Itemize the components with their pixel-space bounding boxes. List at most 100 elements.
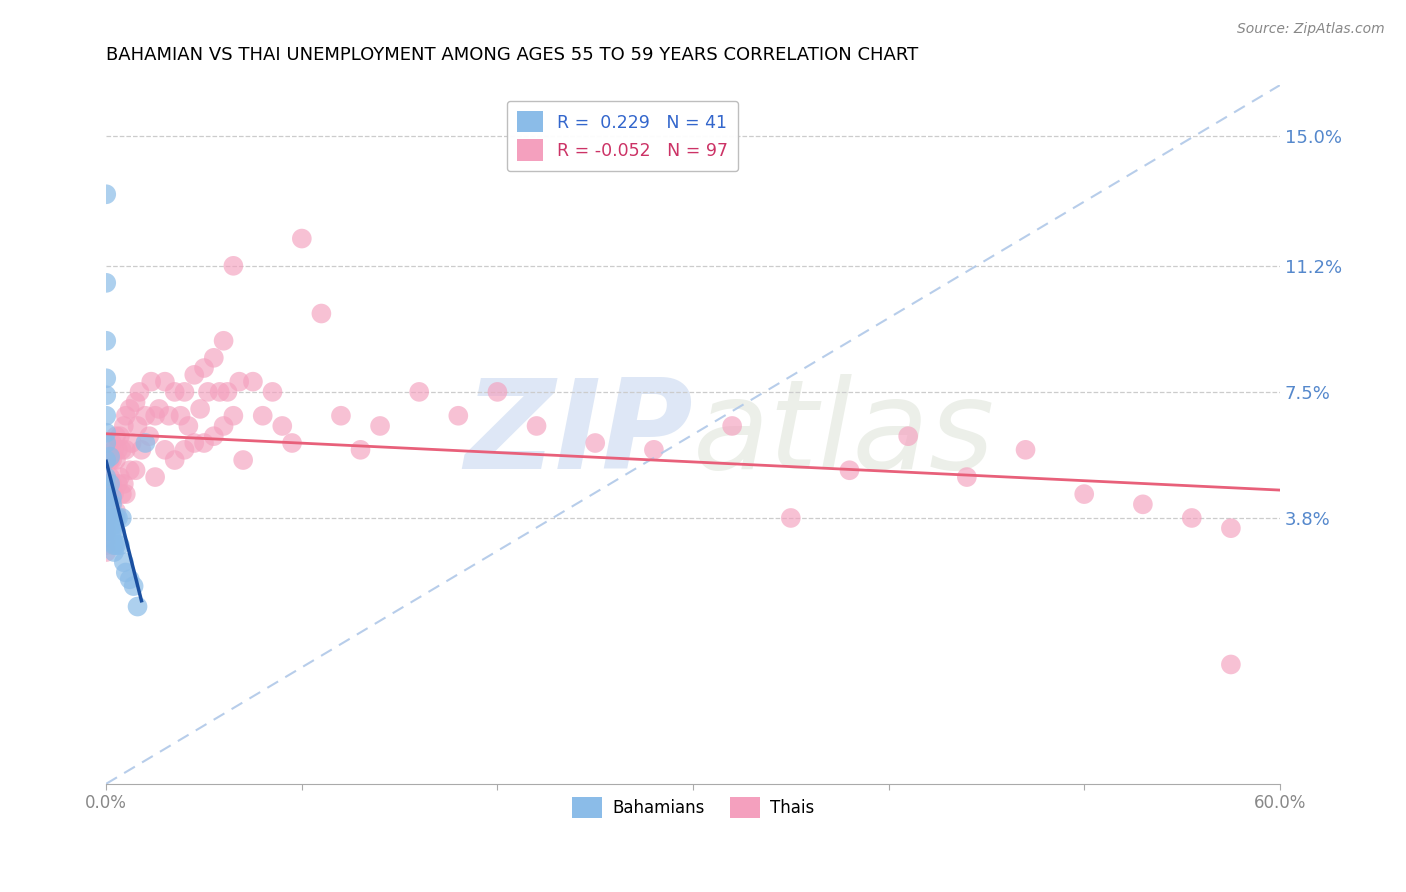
Point: [114, 487, 136, 501]
Point: [118, 572, 141, 586]
Point: [114, 566, 136, 580]
Point: [157, 409, 180, 423]
Point: [281, 436, 304, 450]
Point: [163, 384, 186, 399]
Point: [208, 384, 231, 399]
Point: [96, 487, 118, 501]
Point: [447, 409, 470, 423]
Point: [193, 436, 215, 450]
Text: atlas: atlas: [693, 374, 995, 495]
Point: [96, 497, 118, 511]
Point: [141, 375, 163, 389]
Point: [101, 524, 124, 539]
Point: [108, 538, 131, 552]
Point: [105, 511, 128, 525]
Point: [212, 334, 235, 348]
Point: [183, 436, 205, 450]
Point: [96, 480, 118, 494]
Point: [143, 470, 166, 484]
Point: [242, 375, 264, 389]
Point: [96, 517, 118, 532]
Point: [96, 425, 118, 440]
Point: [96, 470, 118, 484]
Point: [202, 351, 225, 365]
Point: [101, 517, 124, 532]
Point: [228, 375, 250, 389]
Point: [101, 436, 124, 450]
Point: [486, 384, 509, 399]
Point: [143, 409, 166, 423]
Point: [134, 409, 156, 423]
Point: [262, 384, 284, 399]
Point: [111, 487, 134, 501]
Point: [105, 453, 128, 467]
Point: [222, 259, 245, 273]
Point: [107, 442, 129, 457]
Point: [103, 511, 125, 525]
Point: [108, 429, 131, 443]
Point: [643, 442, 665, 457]
Point: [105, 538, 128, 552]
Point: [96, 491, 118, 505]
Point: [311, 306, 333, 320]
Point: [721, 419, 744, 434]
Point: [124, 395, 146, 409]
Text: BAHAMIAN VS THAI UNEMPLOYMENT AMONG AGES 55 TO 59 YEARS CORRELATION CHART: BAHAMIAN VS THAI UNEMPLOYMENT AMONG AGES…: [107, 46, 918, 64]
Point: [177, 419, 200, 434]
Point: [101, 491, 124, 505]
Point: [1014, 442, 1036, 457]
Point: [291, 231, 314, 245]
Point: [217, 384, 239, 399]
Point: [96, 476, 118, 491]
Point: [96, 524, 118, 539]
Point: [96, 436, 118, 450]
Point: [96, 453, 118, 467]
Point: [96, 409, 118, 423]
Point: [1219, 521, 1241, 535]
Point: [98, 476, 121, 491]
Point: [197, 384, 219, 399]
Point: [103, 442, 125, 457]
Point: [232, 453, 254, 467]
Point: [138, 429, 160, 443]
Point: [112, 419, 135, 434]
Point: [114, 409, 136, 423]
Point: [329, 409, 352, 423]
Point: [127, 419, 149, 434]
Point: [121, 436, 143, 450]
Text: ZIP: ZIP: [464, 374, 693, 495]
Point: [96, 511, 118, 525]
Point: [153, 375, 176, 389]
Point: [96, 545, 118, 559]
Point: [349, 442, 371, 457]
Point: [111, 511, 134, 525]
Point: [122, 579, 145, 593]
Point: [252, 409, 274, 423]
Point: [134, 436, 156, 450]
Legend: Bahamians, Thais: Bahamians, Thais: [565, 790, 821, 824]
Point: [956, 470, 979, 484]
Point: [96, 511, 118, 525]
Point: [897, 429, 920, 443]
Point: [128, 384, 150, 399]
Point: [169, 409, 191, 423]
Point: [101, 532, 124, 546]
Point: [163, 453, 186, 467]
Point: [188, 401, 211, 416]
Point: [131, 442, 153, 457]
Point: [107, 511, 129, 525]
Point: [148, 401, 170, 416]
Point: [408, 384, 430, 399]
Point: [96, 504, 118, 518]
Point: [127, 599, 149, 614]
Point: [779, 511, 801, 525]
Point: [101, 476, 124, 491]
Point: [105, 429, 128, 443]
Point: [108, 470, 131, 484]
Point: [101, 453, 124, 467]
Point: [153, 442, 176, 457]
Point: [96, 538, 118, 552]
Point: [107, 476, 129, 491]
Point: [1132, 497, 1154, 511]
Point: [96, 517, 118, 532]
